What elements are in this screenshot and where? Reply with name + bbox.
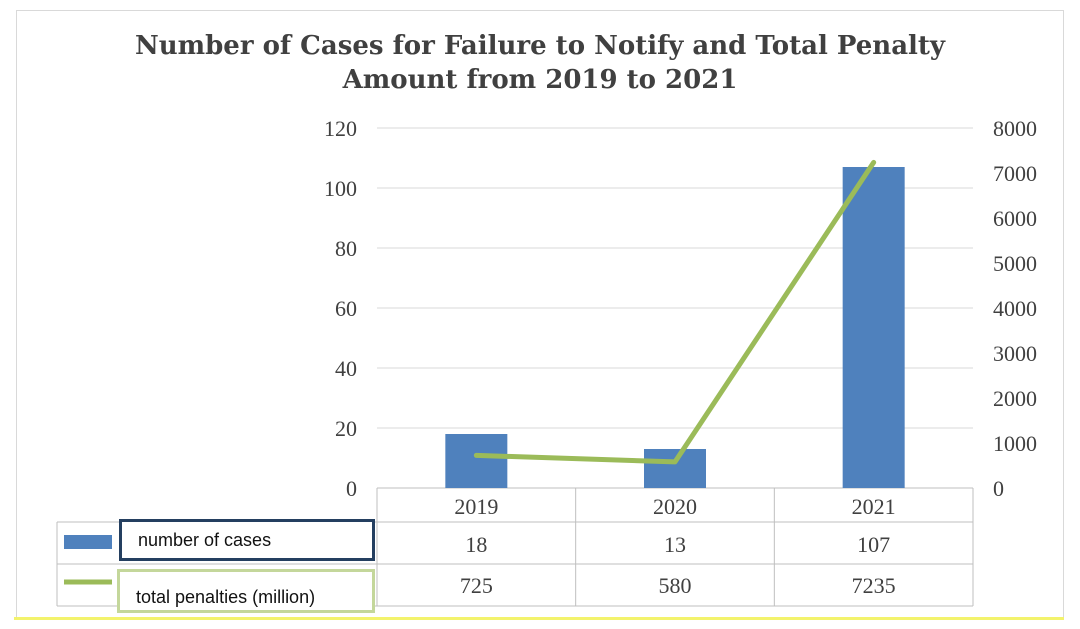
legend-total-penalties-label: total penalties (million) <box>136 587 316 607</box>
bar-2020 <box>644 449 706 488</box>
y-right-tick-label: 7000 <box>993 161 1037 186</box>
y-left-tick-label: 40 <box>335 356 357 381</box>
y-left-tick-label: 80 <box>335 236 357 261</box>
chart-title-line1: Number of Cases for Failure to Notify an… <box>134 31 946 61</box>
table-cell-cases: 107 <box>857 532 890 557</box>
penalty-line <box>473 159 877 465</box>
table-cell-cases: 13 <box>664 532 686 557</box>
y-right-tick-label: 0 <box>993 476 1004 501</box>
x-category-label: 2020 <box>653 494 697 519</box>
y-right-tick-label: 8000 <box>993 116 1037 141</box>
table-cell-penalties: 725 <box>460 573 493 598</box>
legend-total-penalties: total penalties (million) <box>117 569 375 613</box>
table-cell-penalties: 7235 <box>852 573 896 598</box>
bar-2019 <box>445 434 508 488</box>
bar-2021 <box>842 167 905 488</box>
y-left-tick-label: 120 <box>324 116 357 141</box>
x-category-label: 2021 <box>852 494 896 519</box>
table-cell-cases: 18 <box>465 532 487 557</box>
legend-number-of-cases: number of cases <box>119 519 375 561</box>
y-right-tick-label: 5000 <box>993 251 1037 276</box>
y-right-tick-label: 1000 <box>993 431 1037 456</box>
x-category-label: 2019 <box>454 494 498 519</box>
y-left-tick-label: 20 <box>335 416 357 441</box>
table-cell-penalties: 580 <box>659 573 692 598</box>
y-right-tick-label: 3000 <box>993 341 1037 366</box>
y-right-tick-label: 6000 <box>993 206 1037 231</box>
bottom-highlight-line <box>14 617 1064 620</box>
y-left-tick-label: 100 <box>324 176 357 201</box>
legend-bar-swatch <box>64 535 112 549</box>
y-right-tick-label: 2000 <box>993 386 1037 411</box>
y-right-tick-label: 4000 <box>993 296 1037 321</box>
y-left-tick-label: 60 <box>335 296 357 321</box>
y-left-tick-label: 0 <box>346 476 357 501</box>
legend-number-of-cases-label: number of cases <box>138 529 272 550</box>
chart-title-line2: Amount from 2019 to 2021 <box>342 65 738 95</box>
